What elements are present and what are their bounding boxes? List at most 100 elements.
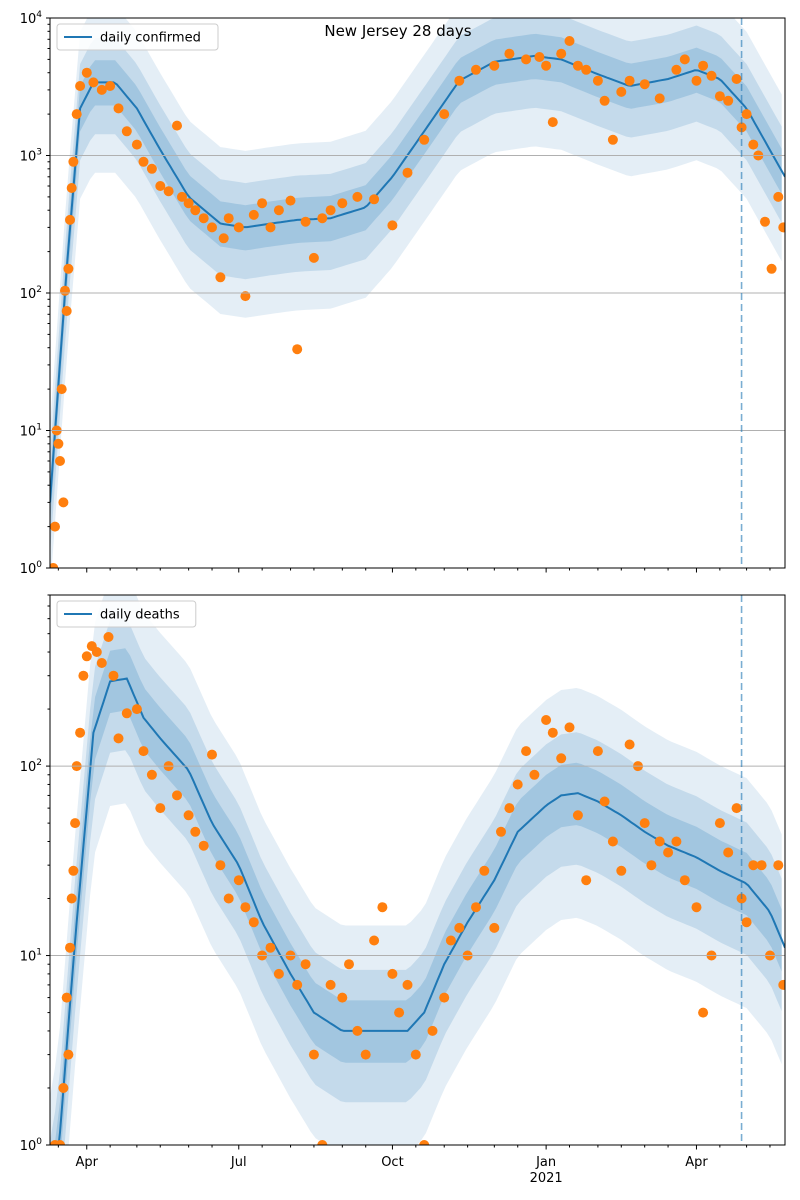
observed-point: [233, 875, 244, 886]
observed-point: [50, 521, 60, 532]
observed-point: [177, 191, 187, 202]
observed-point: [190, 826, 201, 837]
observed-point: [766, 263, 777, 274]
observed-point: [624, 739, 635, 750]
observed-point: [504, 803, 515, 814]
observed-point: [155, 803, 166, 814]
observed-point: [273, 968, 284, 979]
observed-point: [377, 902, 388, 913]
observed-point: [70, 818, 81, 829]
chart-title: New Jersey 28 days: [324, 22, 471, 40]
observed-point: [698, 60, 709, 71]
observed-point: [691, 75, 702, 86]
legend-label: daily confirmed: [100, 31, 201, 46]
observed-point: [81, 651, 92, 662]
outer-uncertainty-band: [50, 595, 782, 1145]
observed-point: [691, 902, 702, 913]
observed-point: [419, 1140, 430, 1145]
y-tick-label: 104: [20, 10, 43, 27]
observed-point: [521, 54, 532, 65]
observed-point: [679, 875, 690, 886]
observed-point: [105, 81, 116, 91]
observed-point: [172, 790, 182, 801]
observed-point: [698, 1007, 709, 1018]
observed-point: [240, 902, 251, 913]
observed-point: [190, 205, 201, 216]
observed-point: [215, 860, 226, 871]
observed-point: [616, 865, 627, 876]
observed-point: [369, 935, 380, 946]
observed-point: [308, 1049, 319, 1060]
observed-point: [706, 70, 717, 81]
observed-point: [427, 1025, 438, 1036]
observed-point: [471, 902, 481, 913]
observed-point: [207, 749, 217, 760]
observed-point: [207, 222, 217, 233]
y-tick-label: 100: [20, 1137, 43, 1154]
observed-point: [592, 746, 603, 757]
x-tick-label: Oct: [381, 1155, 403, 1170]
observed-point: [419, 134, 430, 145]
observed-point: [108, 670, 119, 681]
x-tick-sublabel: 2021: [530, 1171, 563, 1186]
observed-point: [113, 103, 124, 114]
observed-point: [248, 209, 259, 220]
observed-point: [541, 715, 552, 725]
observed-point: [564, 36, 575, 46]
observed-point: [121, 708, 132, 719]
observed-point: [581, 64, 592, 75]
observed-point: [599, 95, 610, 106]
observed-point: [325, 979, 336, 990]
legend-box: [56, 23, 219, 51]
observed-point: [265, 942, 276, 953]
observed-point: [75, 81, 86, 91]
y-tick-label: 101: [20, 948, 42, 965]
observed-point: [529, 769, 540, 780]
observed-point: [547, 117, 558, 128]
legend: daily confirmed: [56, 23, 219, 51]
observed-point: [233, 222, 244, 233]
observed-point: [410, 1049, 421, 1060]
observed-point: [439, 992, 450, 1003]
observed-point: [66, 183, 77, 193]
middle-uncertainty-band: [50, 18, 782, 555]
observed-point: [564, 722, 575, 733]
observed-point: [91, 647, 102, 657]
observed-point: [61, 992, 72, 1003]
observed-point: [445, 935, 456, 946]
observed-point: [679, 54, 690, 65]
observed-point: [671, 836, 682, 847]
observed-point: [541, 60, 552, 71]
observed-point: [63, 1049, 74, 1060]
observed-point: [402, 979, 413, 990]
observed-point: [402, 167, 413, 178]
observed-point: [714, 91, 725, 102]
observed-point: [639, 818, 650, 829]
observed-point: [607, 134, 618, 145]
observed-point: [198, 213, 209, 224]
observed-point: [68, 865, 79, 876]
y-tick-label: 103: [20, 148, 42, 165]
observed-point: [172, 120, 182, 131]
confirmed-panel: 100 101 102 103 104 daily confirmed: [20, 10, 786, 577]
observed-point: [489, 922, 500, 933]
y-tick-label: 101: [20, 423, 42, 440]
observed-point: [654, 93, 665, 104]
observed-point: [337, 992, 348, 1003]
observed-point: [223, 213, 234, 224]
observed-point: [387, 968, 398, 979]
observed-point: [471, 64, 481, 75]
observed-point: [778, 222, 785, 233]
observed-point: [292, 344, 303, 355]
observed-point: [748, 139, 759, 150]
observed-point: [352, 191, 363, 202]
x-tick-label: Jan: [535, 1155, 556, 1170]
observed-point: [198, 840, 209, 851]
observed-point: [760, 216, 770, 227]
observed-point: [616, 86, 627, 97]
observed-point: [773, 860, 784, 871]
observed-point: [731, 803, 742, 814]
observed-point: [512, 779, 523, 790]
observed-point: [55, 456, 65, 466]
observed-point: [56, 384, 67, 395]
